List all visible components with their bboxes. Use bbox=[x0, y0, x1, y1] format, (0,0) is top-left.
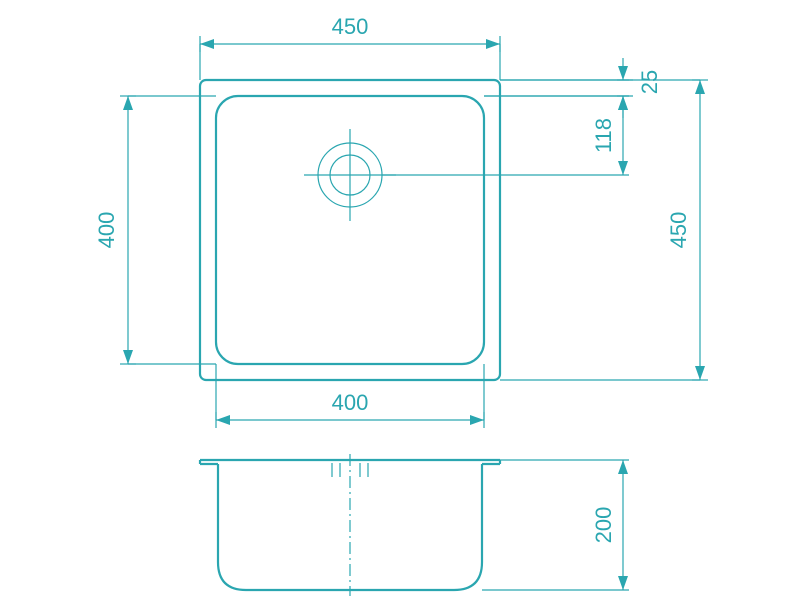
svg-text:400: 400 bbox=[94, 212, 119, 249]
svg-text:200: 200 bbox=[591, 507, 616, 544]
svg-text:450: 450 bbox=[666, 212, 691, 249]
svg-text:450: 450 bbox=[332, 14, 369, 39]
svg-text:25: 25 bbox=[637, 70, 662, 94]
sink-side-view bbox=[200, 460, 500, 590]
sink-top-view bbox=[200, 80, 500, 380]
svg-text:118: 118 bbox=[591, 118, 616, 153]
drain-hole-icon bbox=[318, 143, 382, 207]
svg-text:400: 400 bbox=[332, 390, 369, 415]
